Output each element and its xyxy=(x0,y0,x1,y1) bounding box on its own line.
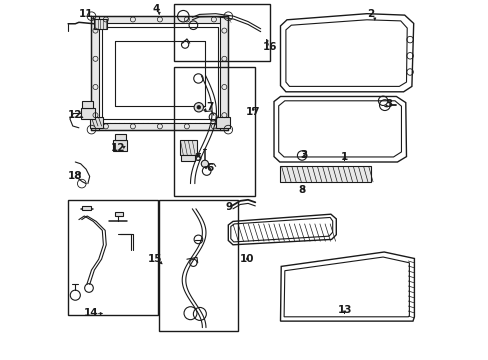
Bar xyxy=(115,134,125,140)
Text: 14: 14 xyxy=(84,308,99,318)
Bar xyxy=(91,123,228,130)
Bar xyxy=(159,200,238,331)
Text: 6: 6 xyxy=(206,163,213,174)
Text: 8: 8 xyxy=(298,185,305,195)
Bar xyxy=(220,16,228,130)
Bar xyxy=(91,16,228,23)
Text: 11: 11 xyxy=(79,9,93,19)
Text: 13: 13 xyxy=(337,305,351,315)
Text: 12: 12 xyxy=(68,110,82,120)
Bar xyxy=(91,16,99,130)
Text: 7: 7 xyxy=(206,102,213,112)
Bar xyxy=(68,200,158,315)
Bar xyxy=(179,140,197,155)
Text: 2: 2 xyxy=(367,9,374,19)
Text: 1: 1 xyxy=(340,152,347,162)
Bar xyxy=(81,108,95,119)
Bar xyxy=(82,206,91,210)
Text: 10: 10 xyxy=(240,254,254,264)
Bar xyxy=(181,155,195,161)
Circle shape xyxy=(197,105,200,109)
Circle shape xyxy=(194,103,203,112)
Text: 4: 4 xyxy=(152,4,160,14)
Text: 3: 3 xyxy=(300,150,307,160)
Text: 17: 17 xyxy=(245,107,260,117)
Text: 12: 12 xyxy=(111,143,125,153)
Bar xyxy=(216,117,230,128)
Text: 16: 16 xyxy=(262,42,276,52)
Text: 9: 9 xyxy=(225,202,232,212)
Text: 15: 15 xyxy=(148,254,162,264)
Bar xyxy=(174,67,255,196)
Bar xyxy=(174,4,269,61)
Bar xyxy=(94,19,106,29)
Bar xyxy=(89,117,103,128)
Text: 18: 18 xyxy=(67,171,81,181)
Bar xyxy=(115,212,122,216)
Bar xyxy=(113,140,127,151)
Bar xyxy=(82,101,93,108)
Text: 5: 5 xyxy=(194,153,201,163)
Text: 3: 3 xyxy=(384,99,391,109)
Circle shape xyxy=(201,160,208,167)
Bar xyxy=(279,166,370,182)
